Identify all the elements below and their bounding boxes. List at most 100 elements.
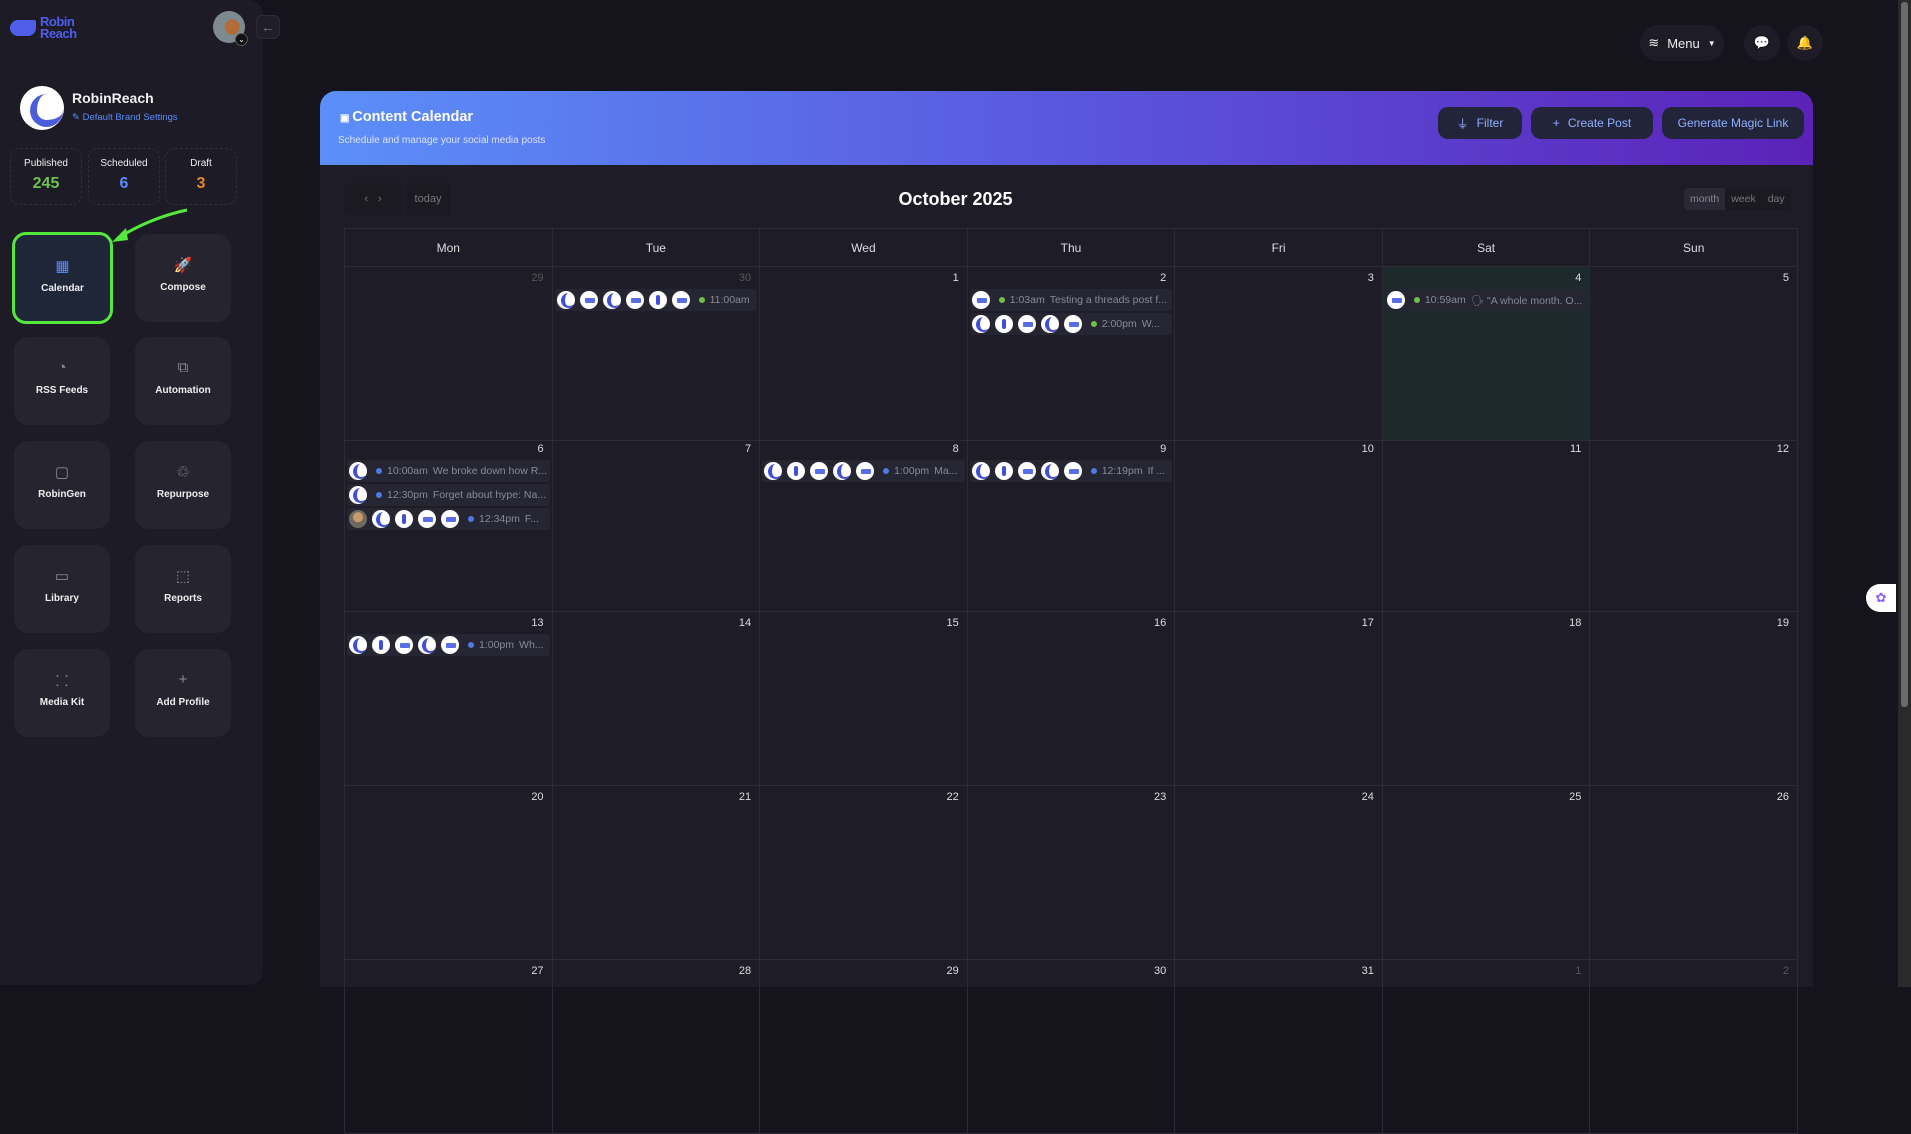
filter-button[interactable]: ⏚ Filter — [1438, 107, 1522, 139]
day-number[interactable]: 5 — [1782, 272, 1789, 284]
day-number[interactable]: 28 — [738, 965, 752, 977]
day-cell[interactable]: 30 — [967, 960, 1176, 1134]
day-cell[interactable]: 13 1:00pm Wh... — [345, 612, 553, 786]
day-cell[interactable]: 22 — [760, 786, 968, 960]
calendar-event[interactable]: 12:30pm Forget about hype: Na... — [347, 484, 550, 506]
day-cell[interactable]: 17 — [1175, 612, 1383, 786]
day-cell[interactable]: 2 — [1590, 960, 1798, 1134]
day-number[interactable]: 1 — [952, 272, 959, 284]
day-number[interactable]: 22 — [946, 791, 959, 803]
calendar-event[interactable]: 1:00pm Ma... — [762, 460, 965, 482]
day-cell[interactable]: 10 — [1175, 438, 1383, 612]
sidebar-item-add-profile[interactable]: + Add Profile — [135, 649, 231, 737]
day-cell[interactable]: 29 — [345, 267, 553, 441]
day-number[interactable]: 24 — [1361, 791, 1374, 803]
page-scrollbar[interactable] — [1898, 0, 1911, 987]
day-number[interactable]: 1 — [1575, 965, 1582, 977]
day-cell[interactable]: 25 — [1382, 786, 1591, 960]
day-number[interactable]: 17 — [1361, 617, 1374, 629]
robinreach-logo[interactable]: Robin Reach — [10, 15, 77, 40]
day-cell[interactable]: 18 — [1382, 612, 1591, 786]
sidebar-item-robingen[interactable]: ▢ RobinGen — [14, 441, 110, 529]
day-cell[interactable]: 1 — [760, 267, 968, 441]
day-number[interactable]: 3 — [1367, 272, 1374, 284]
day-number[interactable]: 26 — [1776, 791, 1789, 803]
day-cell[interactable]: 24 — [1175, 786, 1383, 960]
day-number[interactable]: 29 — [946, 965, 959, 977]
sidebar-item-reports[interactable]: ⬚ Reports — [135, 545, 231, 633]
day-cell[interactable]: 19 — [1590, 612, 1798, 786]
day-cell[interactable]: 20 — [345, 786, 553, 960]
day-number[interactable]: 10 — [1361, 443, 1374, 455]
day-number[interactable]: 14 — [738, 617, 752, 629]
collapse-sidebar-button[interactable]: ← — [256, 15, 280, 39]
sidebar-item-automation[interactable]: ⧉ Automation — [135, 337, 231, 425]
calendar-event[interactable]: 12:19pm If ... — [969, 460, 1173, 482]
menu-button[interactable]: ≋ Menu ▼ — [1640, 25, 1724, 61]
day-cell[interactable]: 5 — [1590, 267, 1798, 441]
day-number[interactable]: 6 — [537, 443, 544, 455]
day-number[interactable]: 18 — [1569, 617, 1582, 629]
day-number[interactable]: 12 — [1776, 443, 1789, 455]
today-button[interactable]: today — [406, 183, 450, 215]
notifications-button[interactable]: 🔔 — [1787, 25, 1823, 61]
day-cell[interactable]: 21 — [552, 786, 761, 960]
day-number[interactable]: 2 — [1160, 272, 1167, 284]
day-number[interactable]: 9 — [1160, 443, 1167, 455]
day-number[interactable]: 27 — [531, 965, 544, 977]
day-cell[interactable]: 28 — [552, 960, 761, 1134]
day-cell[interactable]: 7 — [552, 438, 761, 612]
sidebar-item-repurpose[interactable]: ♲ Repurpose — [135, 441, 231, 529]
day-cell[interactable]: 29 — [760, 960, 968, 1134]
day-cell[interactable]: 6 10:00am We broke down how R... 12:30pm For… — [345, 438, 553, 612]
day-number[interactable]: 7 — [745, 443, 752, 455]
sidebar-item-calendar[interactable]: ▦ Calendar — [12, 232, 113, 324]
day-cell[interactable]: 16 — [967, 612, 1176, 786]
view-week[interactable]: week — [1731, 193, 1756, 205]
calendar-event[interactable]: 12:34pm F... — [347, 508, 550, 530]
assistant-float-button[interactable]: ✿ — [1866, 584, 1896, 612]
calendar-event[interactable]: 1:03am Testing a threads post f... — [969, 289, 1173, 311]
sidebar-item-media-kit[interactable]: ⸬ Media Kit — [14, 649, 110, 737]
chat-button[interactable]: 💬 — [1744, 25, 1780, 61]
day-number[interactable]: 23 — [1154, 791, 1167, 803]
day-cell[interactable]: 9 12:19pm If ... — [967, 438, 1176, 612]
day-number[interactable]: 2 — [1782, 965, 1789, 977]
day-cell[interactable]: 11 — [1382, 438, 1591, 612]
day-number[interactable]: 15 — [946, 617, 959, 629]
day-cell[interactable]: 26 — [1590, 786, 1798, 960]
day-cell[interactable]: 27 — [345, 960, 553, 1134]
day-cell[interactable]: 12 — [1590, 438, 1798, 612]
day-cell[interactable]: 15 — [760, 612, 968, 786]
calendar-event[interactable]: 10:59am 🗣 "A whole month. O... — [1384, 289, 1588, 311]
day-number[interactable]: 19 — [1776, 617, 1789, 629]
day-number[interactable]: 21 — [738, 791, 752, 803]
view-month[interactable]: month — [1684, 188, 1726, 210]
day-number[interactable]: 13 — [531, 617, 544, 629]
day-cell[interactable]: 8 1:00pm Ma... — [760, 438, 968, 612]
day-number[interactable]: 11 — [1569, 443, 1582, 455]
day-number[interactable]: 30 — [738, 272, 752, 284]
user-avatar-menu[interactable]: ⌄ — [213, 11, 248, 46]
day-cell[interactable]: 1 — [1382, 960, 1591, 1134]
sidebar-item-rss-feeds[interactable]: ◔ RSS Feeds — [14, 337, 110, 425]
day-number[interactable]: 8 — [952, 443, 959, 455]
calendar-event[interactable]: 11:00am — [554, 289, 758, 311]
create-post-button[interactable]: + Create Post — [1531, 107, 1653, 139]
day-number[interactable]: 29 — [531, 272, 544, 284]
sidebar-item-compose[interactable]: 🚀 Compose — [135, 234, 231, 322]
day-cell[interactable]: 3 — [1175, 267, 1383, 441]
day-number[interactable]: 25 — [1569, 791, 1582, 803]
day-cell[interactable]: 31 — [1175, 960, 1383, 1134]
day-cell[interactable]: 14 — [552, 612, 761, 786]
day-number[interactable]: 20 — [531, 791, 544, 803]
calendar-event[interactable]: 1:00pm Wh... — [347, 634, 550, 656]
day-cell[interactable]: 30 11:00am — [552, 267, 761, 441]
day-cell[interactable]: 2 1:03am Testing a threads post f... 2:00pm… — [967, 267, 1176, 441]
next-month-button[interactable]: › — [378, 193, 382, 205]
generate-magic-link-button[interactable]: Generate Magic Link — [1662, 107, 1804, 139]
view-day[interactable]: day — [1767, 193, 1785, 205]
day-number[interactable]: 4 — [1575, 272, 1582, 284]
default-brand-settings-link[interactable]: ✎ Default Brand Settings — [72, 112, 178, 123]
calendar-event[interactable]: 10:00am We broke down how R... — [347, 460, 550, 482]
